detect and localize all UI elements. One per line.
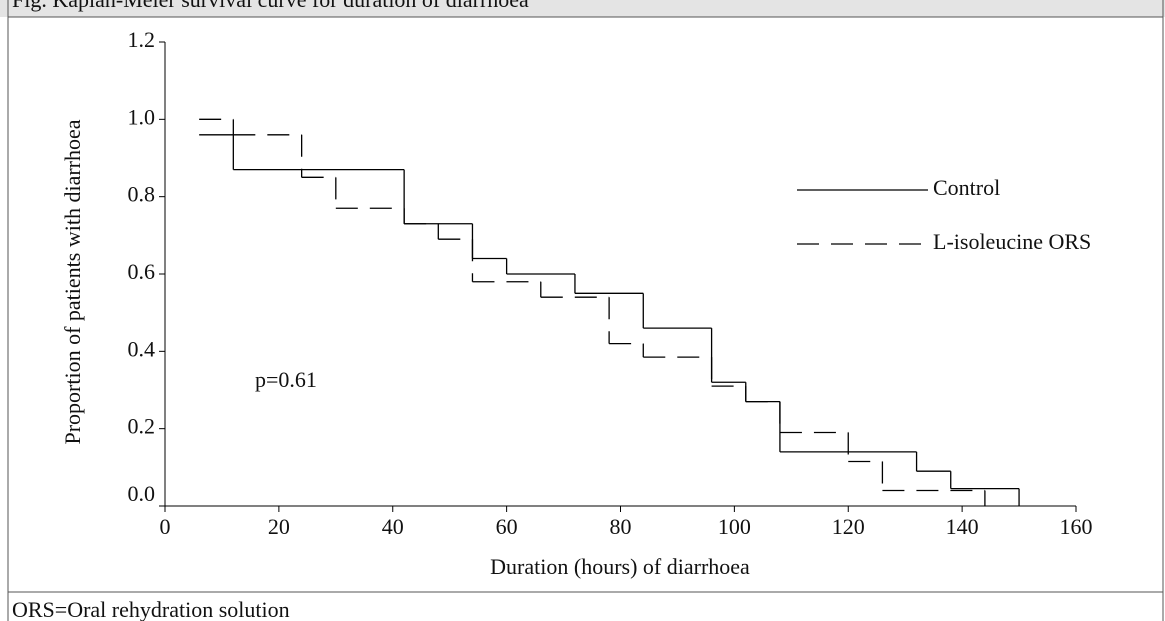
x-tick-label: 40	[382, 514, 404, 539]
chart-title: Fig. Kaplan-Meier survival curve for dur…	[12, 0, 529, 12]
x-tick-label: 160	[1060, 514, 1093, 539]
x-tick-label: 80	[610, 514, 632, 539]
y-tick-label: 1.2	[128, 27, 156, 52]
legend-label: Control	[933, 175, 1000, 200]
y-tick-label: 0.4	[128, 336, 156, 361]
y-axis-label: Proportion of patients with diarrhoea	[60, 119, 85, 444]
legend-label: L-isoleucine ORS	[933, 229, 1091, 254]
annotation: p=0.61	[255, 367, 317, 392]
header-band	[0, 0, 1165, 17]
y-tick-label: 0.6	[128, 259, 156, 284]
y-tick-label: 0.0	[128, 481, 156, 506]
footnote: ORS=Oral rehydration solution	[12, 597, 290, 621]
step-riser	[232, 119, 986, 506]
x-tick-label: 100	[718, 514, 751, 539]
x-axis-label: Duration (hours) of diarrhoea	[490, 554, 750, 579]
x-tick-label: 140	[946, 514, 979, 539]
y-tick-label: 1.0	[128, 104, 156, 129]
y-tick-label: 0.8	[128, 182, 156, 207]
x-tick-label: 120	[832, 514, 865, 539]
y-tick-label: 0.2	[128, 414, 156, 439]
x-tick-label: 20	[268, 514, 290, 539]
x-tick-label: 60	[496, 514, 518, 539]
x-tick-label: 0	[160, 514, 171, 539]
